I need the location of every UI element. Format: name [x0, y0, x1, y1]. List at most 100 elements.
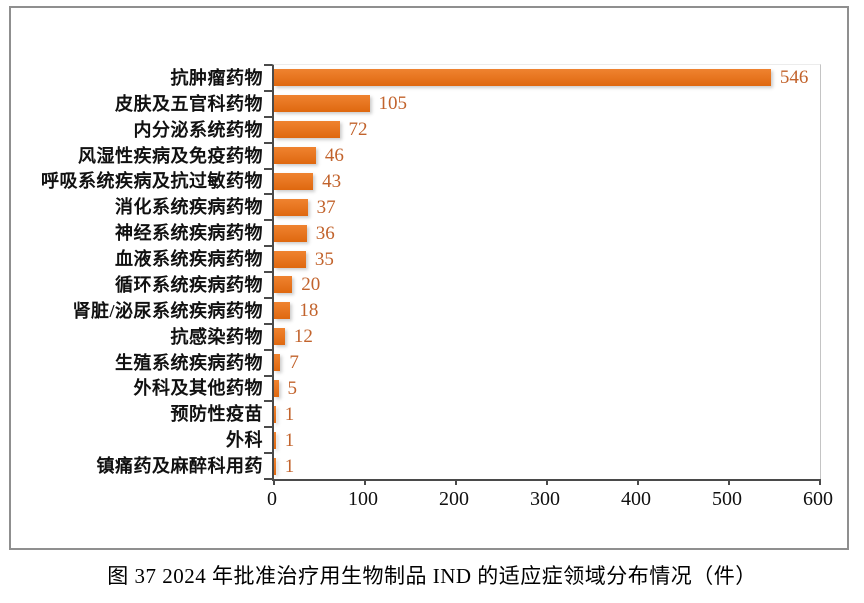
value-label: 12 — [293, 326, 313, 348]
y-axis-tick — [264, 426, 272, 429]
value-label: 1 — [284, 403, 295, 425]
bar — [274, 276, 293, 294]
value-label: 1 — [284, 429, 295, 451]
x-axis-tick — [728, 479, 730, 485]
value-label: 35 — [314, 248, 334, 270]
bar-row: 7 — [274, 350, 820, 376]
value-label: 36 — [315, 222, 335, 244]
x-axis-tick-labels: 0 100 200 300 400 500 600 — [267, 488, 833, 512]
category-label: 血液系统疾病药物 — [115, 249, 263, 270]
bar-row: 1 — [274, 401, 820, 427]
bar-row: 72 — [274, 117, 820, 143]
x-axis-tick-label: 500 — [712, 488, 742, 510]
x-axis-tick — [637, 479, 639, 485]
category-label: 呼吸系统疾病及抗过敏药物 — [41, 171, 263, 192]
y-axis-tick — [264, 374, 272, 377]
y-axis-tick — [264, 115, 272, 118]
value-label: 105 — [378, 93, 408, 115]
value-label: 46 — [324, 145, 344, 167]
bar-row: 1 — [274, 453, 820, 479]
bar — [274, 379, 279, 397]
y-axis-tick — [264, 271, 272, 273]
figure-frame — [9, 6, 849, 550]
x-axis-tick — [364, 479, 366, 485]
category-label: 抗感染药物 — [170, 326, 263, 347]
bar — [274, 172, 314, 190]
value-label: 5 — [287, 377, 298, 399]
y-axis-tick — [264, 89, 272, 92]
bar-row: 18 — [274, 298, 820, 324]
value-label: 7 — [289, 352, 299, 374]
category-label: 神经系统疾病药物 — [115, 223, 263, 244]
bar — [274, 302, 291, 320]
bar-row: 105 — [274, 91, 820, 117]
bar — [274, 198, 308, 216]
bar — [274, 405, 276, 423]
x-axis-tick-label: 0 — [267, 488, 277, 510]
bar-row: 46 — [274, 143, 820, 169]
x-axis-tick-label: 600 — [803, 488, 833, 510]
category-label: 风湿性疾病及免疫药物 — [78, 145, 263, 166]
y-axis-tick — [264, 348, 272, 351]
bar-row: 35 — [274, 246, 820, 272]
y-axis-tick — [264, 322, 272, 325]
x-axis-tick — [455, 479, 457, 485]
figure-caption: 图 37 2024 年批准治疗用生物制品 IND 的适应症领域分布情况（件） — [107, 564, 757, 588]
bar-row: 20 — [274, 272, 820, 298]
bar — [274, 354, 281, 372]
bar-row: 36 — [274, 220, 820, 246]
y-axis-tick — [264, 167, 272, 170]
x-axis-tick-label: 300 — [530, 488, 560, 510]
bar — [274, 95, 370, 113]
y-axis-tick — [264, 141, 272, 144]
bar — [274, 121, 340, 139]
category-label: 内分泌系统药物 — [133, 119, 263, 140]
bar-row: 5 — [274, 376, 820, 402]
y-axis-tick — [264, 245, 272, 248]
category-label: 预防性疫苗 — [170, 404, 263, 425]
value-label: 546 — [779, 67, 809, 89]
category-label: 抗肿瘤药物 — [170, 67, 263, 88]
category-label: 循环系统疾病药物 — [115, 274, 263, 295]
bar-row: 37 — [274, 194, 820, 220]
y-axis-tick — [264, 478, 272, 480]
bar — [274, 69, 771, 87]
bar — [274, 147, 316, 165]
category-label: 肾脏/泌尿系统疾病药物 — [72, 300, 263, 321]
x-axis-tick — [546, 479, 548, 485]
category-label: 皮肤及五官科药物 — [115, 93, 263, 114]
x-axis-tick — [273, 479, 275, 485]
value-label: 1 — [284, 455, 295, 477]
bar — [274, 457, 276, 475]
bar — [274, 328, 285, 346]
y-axis-tick — [264, 452, 272, 455]
value-label: 43 — [322, 170, 342, 192]
y-axis-tick — [264, 64, 272, 66]
plot-area: 546 105 72 46 43 37 36 35 20 18 12 7 5 1 1 1 — [264, 64, 821, 485]
x-axis-tick — [819, 479, 821, 485]
value-label: 72 — [348, 119, 368, 141]
bar — [274, 250, 306, 268]
y-axis-tick — [264, 400, 272, 403]
y-axis-tick — [264, 193, 272, 196]
bar-row: 546 — [274, 65, 820, 91]
bar-row: 1 — [274, 427, 820, 453]
bar-rows: 546 105 72 46 43 37 36 35 20 18 12 7 5 1 1 1 — [274, 65, 820, 479]
value-label: 37 — [316, 196, 336, 218]
value-label: 18 — [299, 300, 319, 322]
bar — [274, 431, 276, 449]
x-axis-tick-label: 400 — [621, 488, 651, 510]
value-label: 20 — [301, 274, 321, 296]
x-axis-tick-label: 200 — [439, 488, 469, 510]
category-label: 外科及其他药物 — [133, 378, 263, 399]
y-axis-tick — [264, 219, 272, 222]
category-label: 镇痛药及麻醉科用药 — [96, 456, 263, 477]
y-axis-tick — [264, 296, 272, 299]
bar — [274, 224, 307, 242]
bar-row: 12 — [274, 324, 820, 350]
x-axis-tick-label: 100 — [348, 488, 378, 510]
bar-row: 43 — [274, 169, 820, 195]
category-label: 生殖系统疾病药物 — [115, 352, 263, 373]
category-label: 消化系统疾病药物 — [115, 197, 263, 218]
category-label: 外科 — [226, 430, 263, 451]
